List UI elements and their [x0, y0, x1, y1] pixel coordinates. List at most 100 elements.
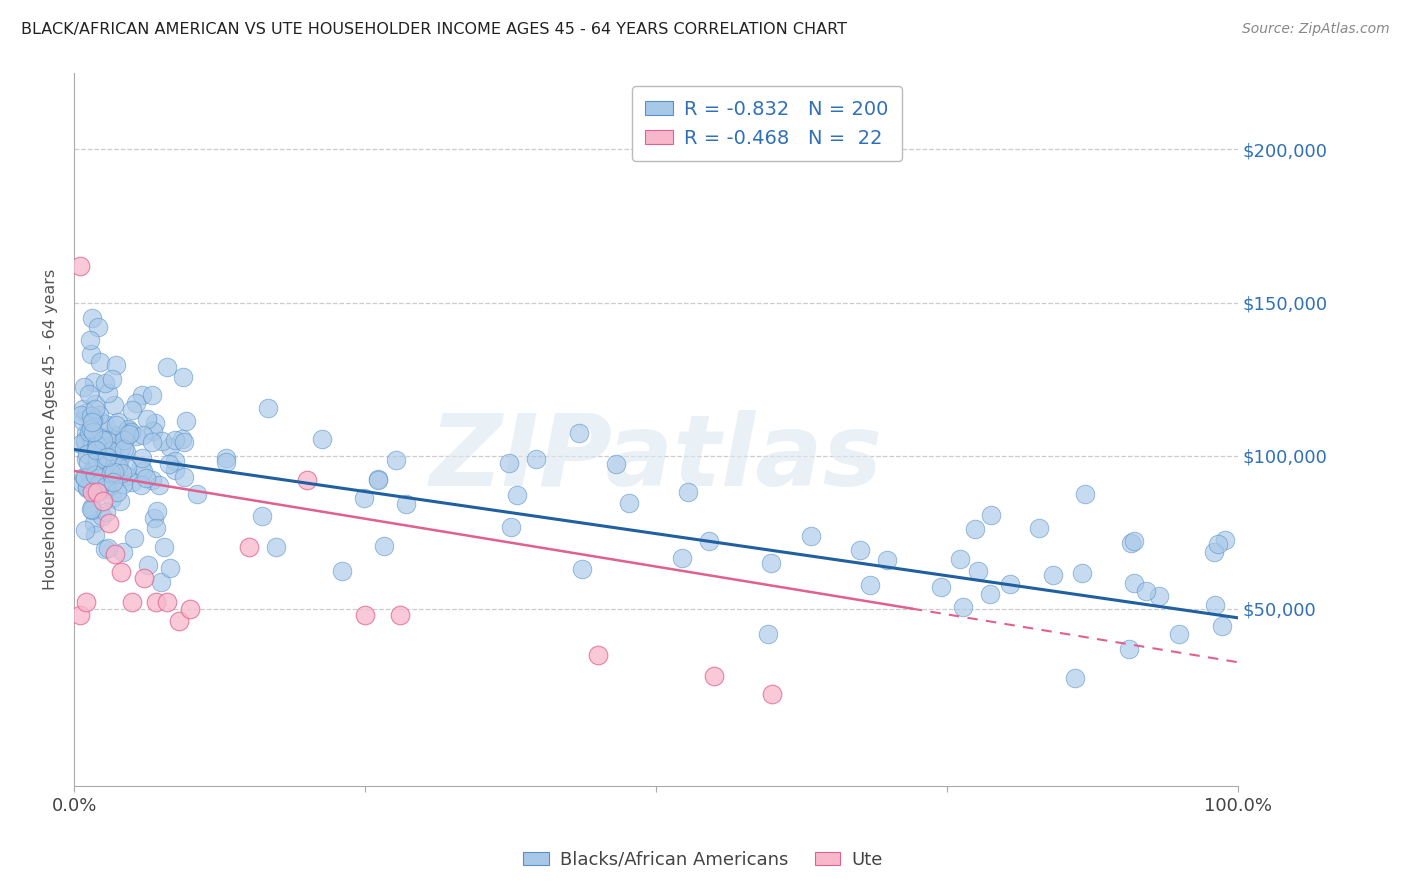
Point	[86, 485, 108, 500]
Point	[96, 450, 118, 465]
Point	[800, 529, 823, 543]
Point	[107, 455, 129, 469]
Point	[80, 485, 103, 500]
Point	[80, 415, 103, 429]
Point	[132, 571, 155, 585]
Point	[1123, 534, 1146, 549]
Point	[153, 540, 176, 554]
Point	[70, 437, 93, 451]
Point	[96, 434, 118, 448]
Legend: R = -0.832   N = 200, R = -0.468   N =  22: R = -0.832 N = 200, R = -0.468 N = 22	[631, 87, 903, 161]
Point	[83, 516, 105, 530]
Point	[75, 595, 97, 609]
Point	[571, 561, 593, 575]
Point	[131, 451, 153, 466]
Point	[107, 427, 129, 442]
Point	[1168, 627, 1191, 641]
Point	[605, 457, 627, 471]
Point	[167, 614, 190, 628]
Point	[143, 416, 166, 430]
Point	[250, 508, 273, 523]
Point	[115, 445, 138, 459]
Point	[506, 487, 529, 501]
Point	[112, 434, 135, 448]
Point	[165, 463, 187, 477]
Point	[173, 435, 195, 450]
Point	[75, 406, 97, 420]
Point	[96, 505, 118, 519]
Point	[131, 388, 153, 402]
Point	[173, 470, 195, 484]
Point	[354, 607, 377, 622]
Point	[238, 541, 260, 555]
Point	[107, 416, 129, 430]
Point	[1215, 533, 1237, 547]
Point	[75, 452, 97, 467]
Point	[1147, 589, 1170, 603]
Point	[1204, 598, 1226, 612]
Point	[135, 470, 157, 484]
Point	[1202, 545, 1225, 559]
Point	[110, 565, 132, 579]
Point	[353, 491, 375, 505]
Point	[73, 379, 96, 393]
Point	[980, 508, 1002, 522]
Point	[87, 320, 110, 334]
Point	[159, 440, 181, 454]
Point	[97, 541, 120, 555]
Point	[77, 456, 100, 470]
Point	[149, 574, 172, 589]
Point	[90, 509, 112, 524]
Point	[136, 412, 159, 426]
Point	[80, 469, 103, 483]
Point	[1028, 521, 1050, 535]
Point	[86, 438, 108, 452]
Point	[174, 414, 197, 428]
Point	[876, 553, 898, 567]
Point	[586, 648, 609, 662]
Point	[114, 426, 136, 441]
Point	[103, 465, 125, 479]
Point	[264, 540, 287, 554]
Point	[80, 409, 103, 423]
Point	[141, 435, 163, 450]
Point	[215, 454, 238, 468]
Point	[395, 497, 418, 511]
Point	[70, 475, 93, 490]
Point	[108, 445, 131, 459]
Point	[145, 504, 167, 518]
Point	[108, 493, 131, 508]
Point	[83, 527, 105, 541]
Point	[82, 502, 104, 516]
Point	[699, 534, 721, 549]
Text: ZIPatlas: ZIPatlas	[429, 409, 883, 507]
Point	[91, 460, 114, 475]
Point	[112, 544, 135, 558]
Point	[79, 422, 101, 436]
Point	[115, 461, 138, 475]
Point	[373, 539, 395, 553]
Point	[86, 439, 108, 453]
Point	[568, 425, 591, 440]
Point	[129, 460, 152, 475]
Point	[1123, 576, 1146, 591]
Point	[73, 433, 96, 447]
Point	[142, 511, 165, 525]
Point	[756, 627, 779, 641]
Point	[145, 595, 167, 609]
Point	[148, 478, 170, 492]
Point	[931, 580, 953, 594]
Point	[117, 423, 139, 437]
Point	[703, 669, 725, 683]
Point	[1074, 486, 1097, 500]
Point	[84, 468, 107, 483]
Point	[330, 564, 353, 578]
Point	[163, 433, 186, 447]
Point	[82, 425, 104, 440]
Point	[136, 558, 159, 572]
Point	[90, 431, 112, 445]
Point	[1042, 568, 1064, 582]
Point	[117, 422, 139, 436]
Point	[69, 607, 91, 622]
Point	[1071, 566, 1094, 580]
